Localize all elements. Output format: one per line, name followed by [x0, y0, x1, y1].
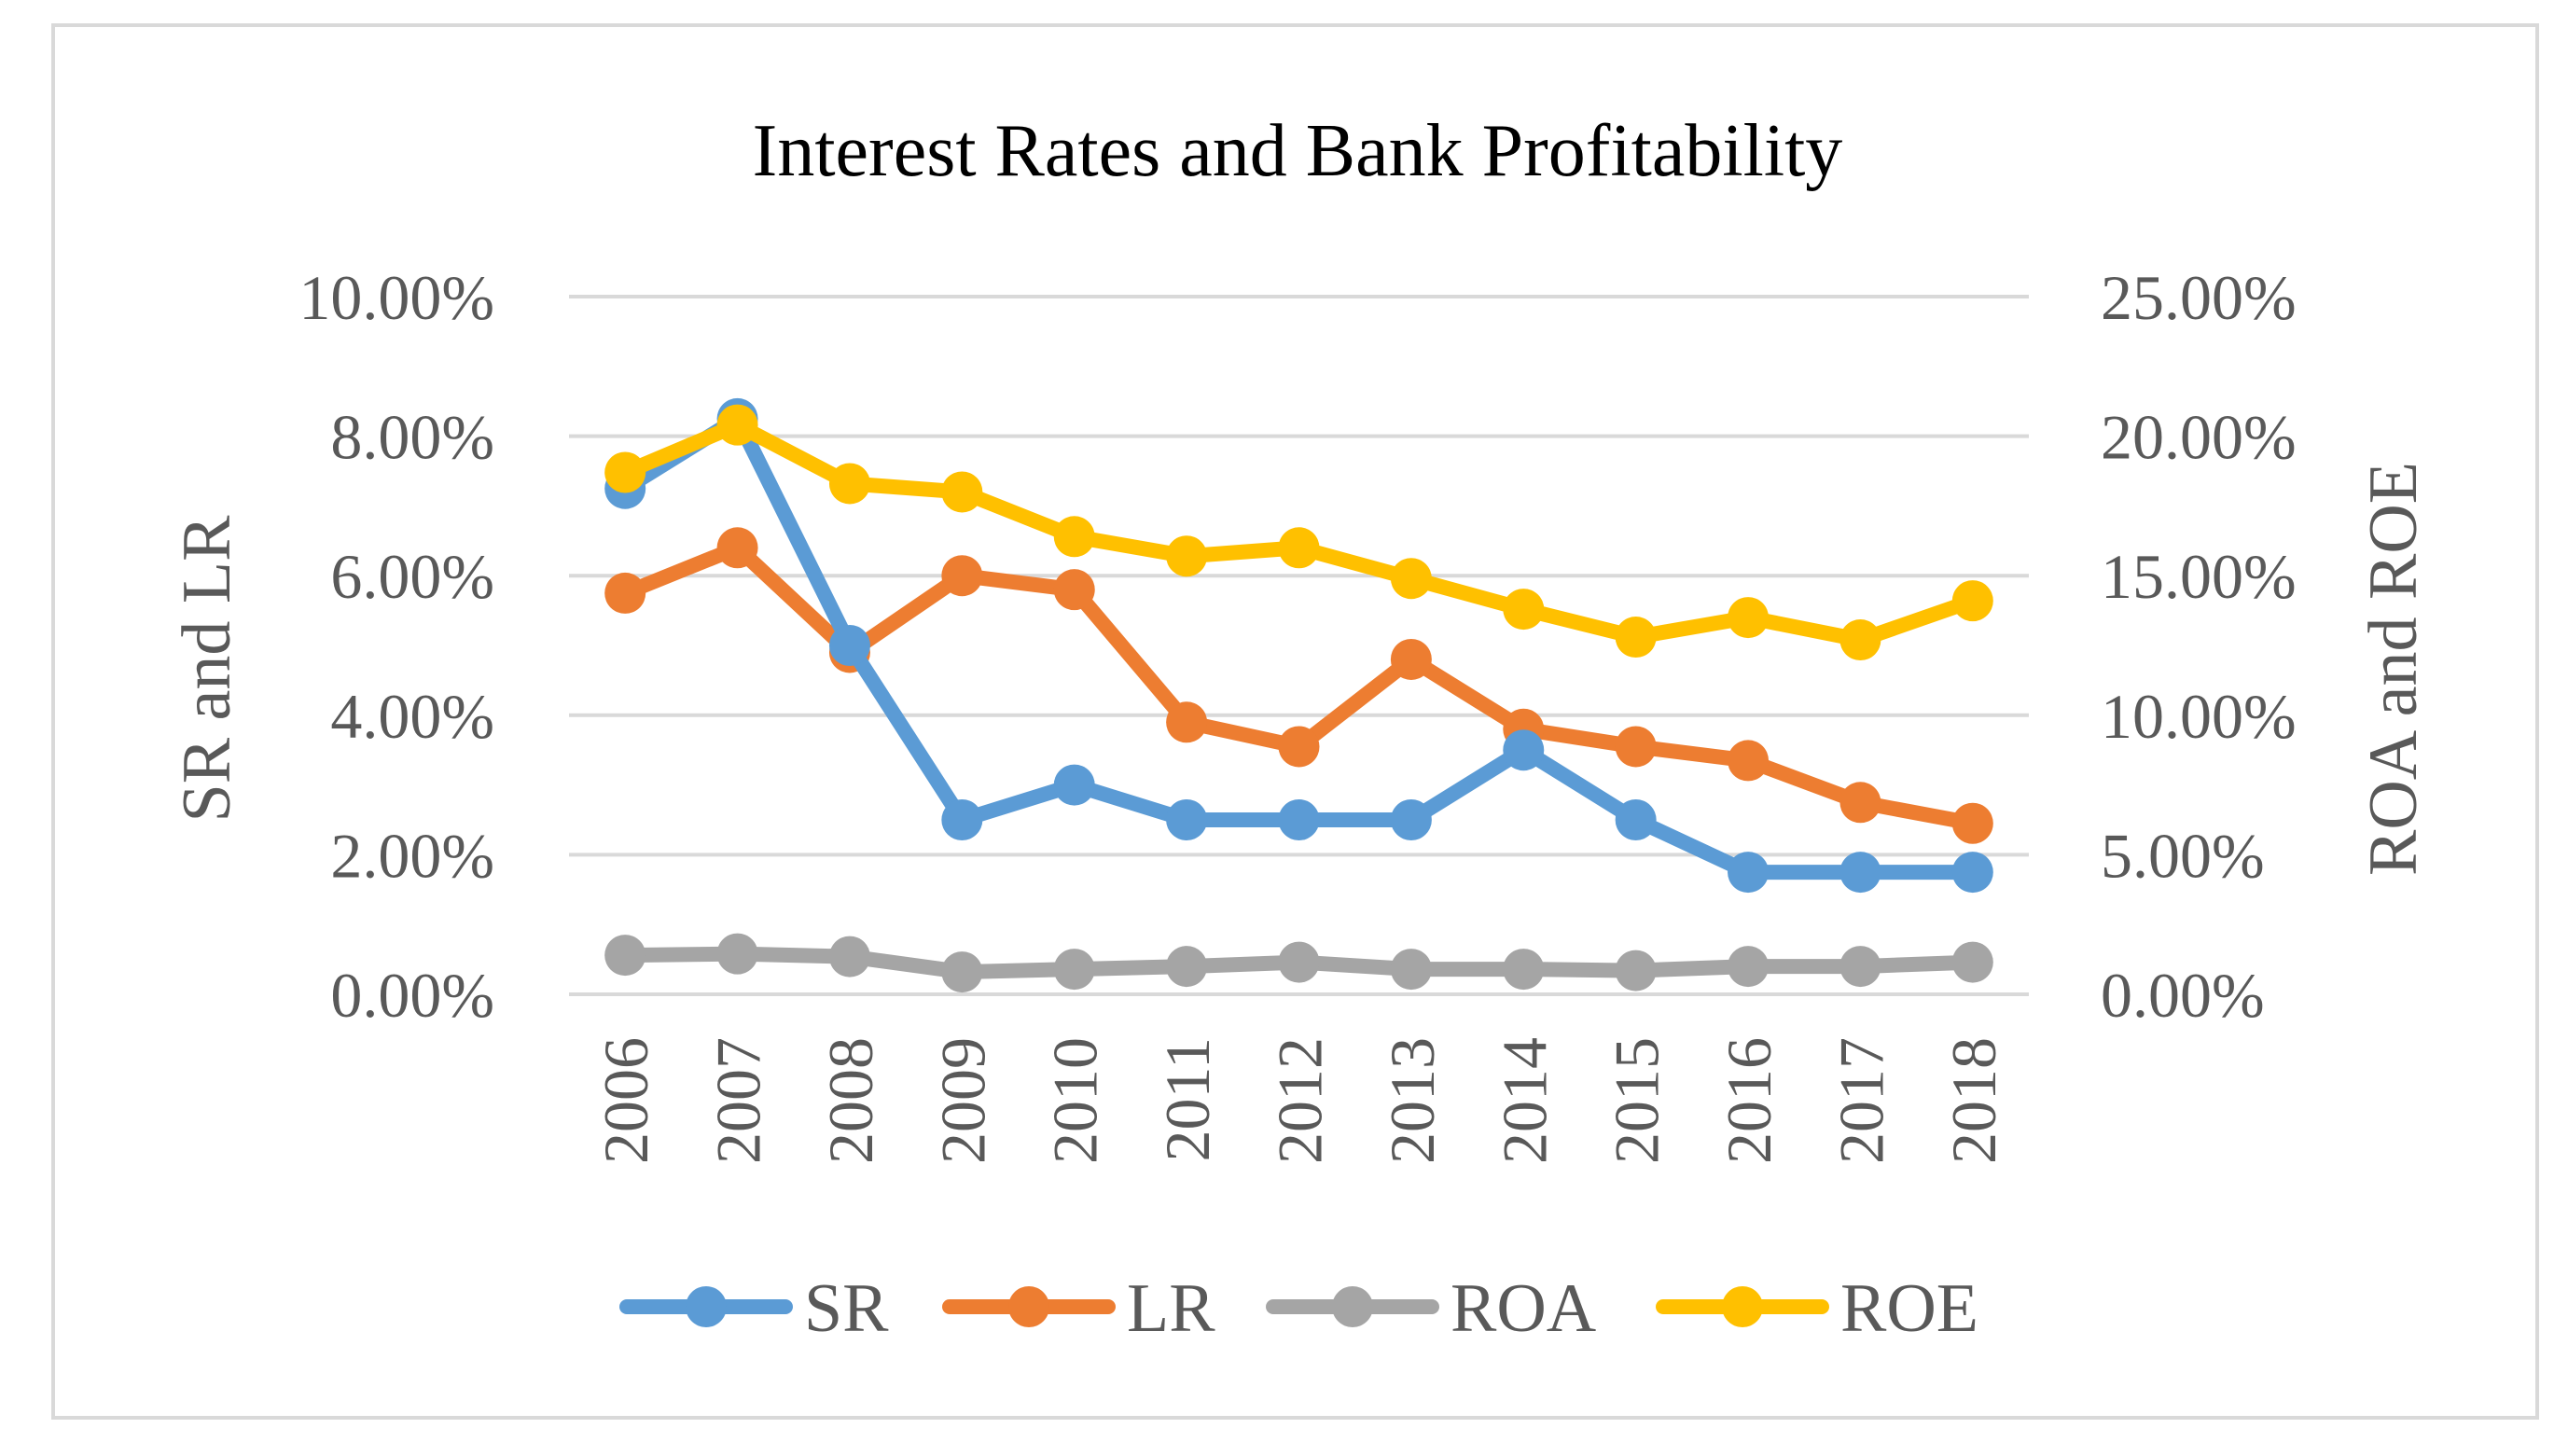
data-point-roa	[1728, 946, 1770, 988]
data-point-lr	[1728, 740, 1770, 782]
x-tick-label: 2017	[1825, 1037, 1896, 1164]
data-point-sr	[1951, 852, 1993, 894]
left-tick-label: 10.00%	[298, 262, 494, 333]
data-point-lr	[1951, 802, 1993, 844]
chart-border	[51, 23, 2539, 1420]
x-tick-label: 2016	[1714, 1037, 1784, 1164]
legend-label-sr: SR	[804, 1270, 889, 1347]
left-tick-label: 6.00%	[330, 541, 494, 612]
data-point-sr	[941, 799, 983, 840]
data-point-sr	[1053, 764, 1095, 806]
data-point-roe	[1053, 516, 1095, 558]
x-tick-label: 2012	[1265, 1037, 1336, 1164]
data-point-roa	[1390, 949, 1432, 991]
x-tick-label: 2007	[703, 1037, 774, 1164]
data-point-roe	[1166, 535, 1208, 577]
legend-label-roa: ROA	[1451, 1270, 1596, 1347]
right-axis-ticks: 0.00% 5.00% 10.00% 15.00% 20.00% 25.00%	[2101, 262, 2297, 1031]
left-tick-label: 2.00%	[330, 820, 494, 891]
data-point-roe	[716, 404, 758, 446]
data-point-sr	[1390, 799, 1432, 840]
data-point-roa	[604, 935, 646, 977]
x-tick-label: 2009	[927, 1037, 998, 1164]
x-tick-label: 2014	[1489, 1037, 1560, 1164]
left-tick-label: 0.00%	[330, 960, 494, 1031]
legend: SR LR ROA ROE	[619, 1270, 1978, 1347]
legend-label-lr: LR	[1127, 1270, 1215, 1347]
data-point-roa	[1278, 941, 1320, 983]
data-point-lr	[1166, 701, 1208, 743]
right-tick-label: 0.00%	[2101, 960, 2265, 1031]
x-tick-label: 2008	[815, 1037, 886, 1164]
data-point-sr	[1503, 729, 1545, 771]
data-point-roe	[1728, 597, 1770, 639]
data-point-roa	[1615, 950, 1657, 991]
left-tick-label: 8.00%	[330, 402, 494, 473]
data-point-lr	[1278, 726, 1320, 768]
data-point-lr	[1615, 726, 1657, 768]
data-point-sr	[1615, 799, 1657, 840]
legend-label-roe: ROE	[1840, 1270, 1978, 1347]
x-tick-label: 2011	[1152, 1037, 1223, 1161]
data-point-sr	[1166, 799, 1208, 840]
series-lines	[604, 397, 1993, 993]
left-axis-ticks: 0.00% 2.00% 4.00% 6.00% 8.00% 10.00%	[298, 262, 494, 1031]
data-point-roe	[1503, 589, 1545, 631]
legend-marker-sr	[686, 1286, 727, 1327]
left-tick-label: 4.00%	[330, 681, 494, 752]
data-point-sr	[828, 625, 870, 666]
data-point-lr	[1390, 638, 1432, 680]
data-point-roe	[1951, 580, 1993, 622]
data-point-sr	[1728, 852, 1770, 894]
x-tick-label: 2010	[1040, 1037, 1111, 1164]
chart-title: Interest Rates and Bank Profitability	[753, 110, 1843, 192]
right-tick-label: 20.00%	[2101, 402, 2297, 473]
data-point-roe	[604, 451, 646, 493]
data-point-roa	[1166, 946, 1208, 988]
legend-marker-roe	[1722, 1286, 1763, 1327]
data-point-roa	[1839, 946, 1881, 988]
left-axis-label: SR and LR	[169, 515, 245, 823]
data-point-lr	[716, 527, 758, 569]
data-point-roe	[1615, 617, 1657, 659]
right-tick-label: 10.00%	[2101, 681, 2297, 752]
x-axis-ticks: 2006 2007 2008 2009 2010 2011 2012 2013 2014 2015…	[590, 1037, 2009, 1164]
data-point-roa	[1503, 949, 1545, 991]
x-tick-label: 2015	[1602, 1037, 1673, 1164]
legend-marker-roa	[1332, 1286, 1373, 1327]
x-tick-label: 2013	[1377, 1037, 1448, 1164]
data-point-lr	[1053, 569, 1095, 611]
data-point-sr	[1839, 852, 1881, 894]
right-axis-label: ROA and ROE	[2355, 462, 2432, 876]
data-point-sr	[1278, 799, 1320, 840]
right-tick-label: 25.00%	[2101, 262, 2297, 333]
data-point-roe	[828, 463, 870, 505]
data-point-lr	[941, 555, 983, 597]
x-tick-label: 2006	[590, 1037, 661, 1164]
x-tick-label: 2018	[1938, 1037, 2009, 1164]
gridlines	[569, 295, 2029, 996]
data-point-lr	[1839, 782, 1881, 824]
data-point-roe	[1839, 619, 1881, 661]
data-point-roa	[1053, 949, 1095, 991]
data-point-roa	[941, 951, 983, 993]
legend-marker-lr	[1008, 1286, 1049, 1327]
data-point-lr	[604, 572, 646, 614]
data-point-roa	[716, 933, 758, 975]
data-point-roa	[828, 936, 870, 978]
right-tick-label: 5.00%	[2101, 820, 2265, 891]
data-point-roe	[941, 471, 983, 513]
right-tick-label: 15.00%	[2101, 541, 2297, 612]
data-point-roe	[1278, 527, 1320, 569]
data-point-roe	[1390, 558, 1432, 600]
data-point-roa	[1951, 941, 1993, 983]
